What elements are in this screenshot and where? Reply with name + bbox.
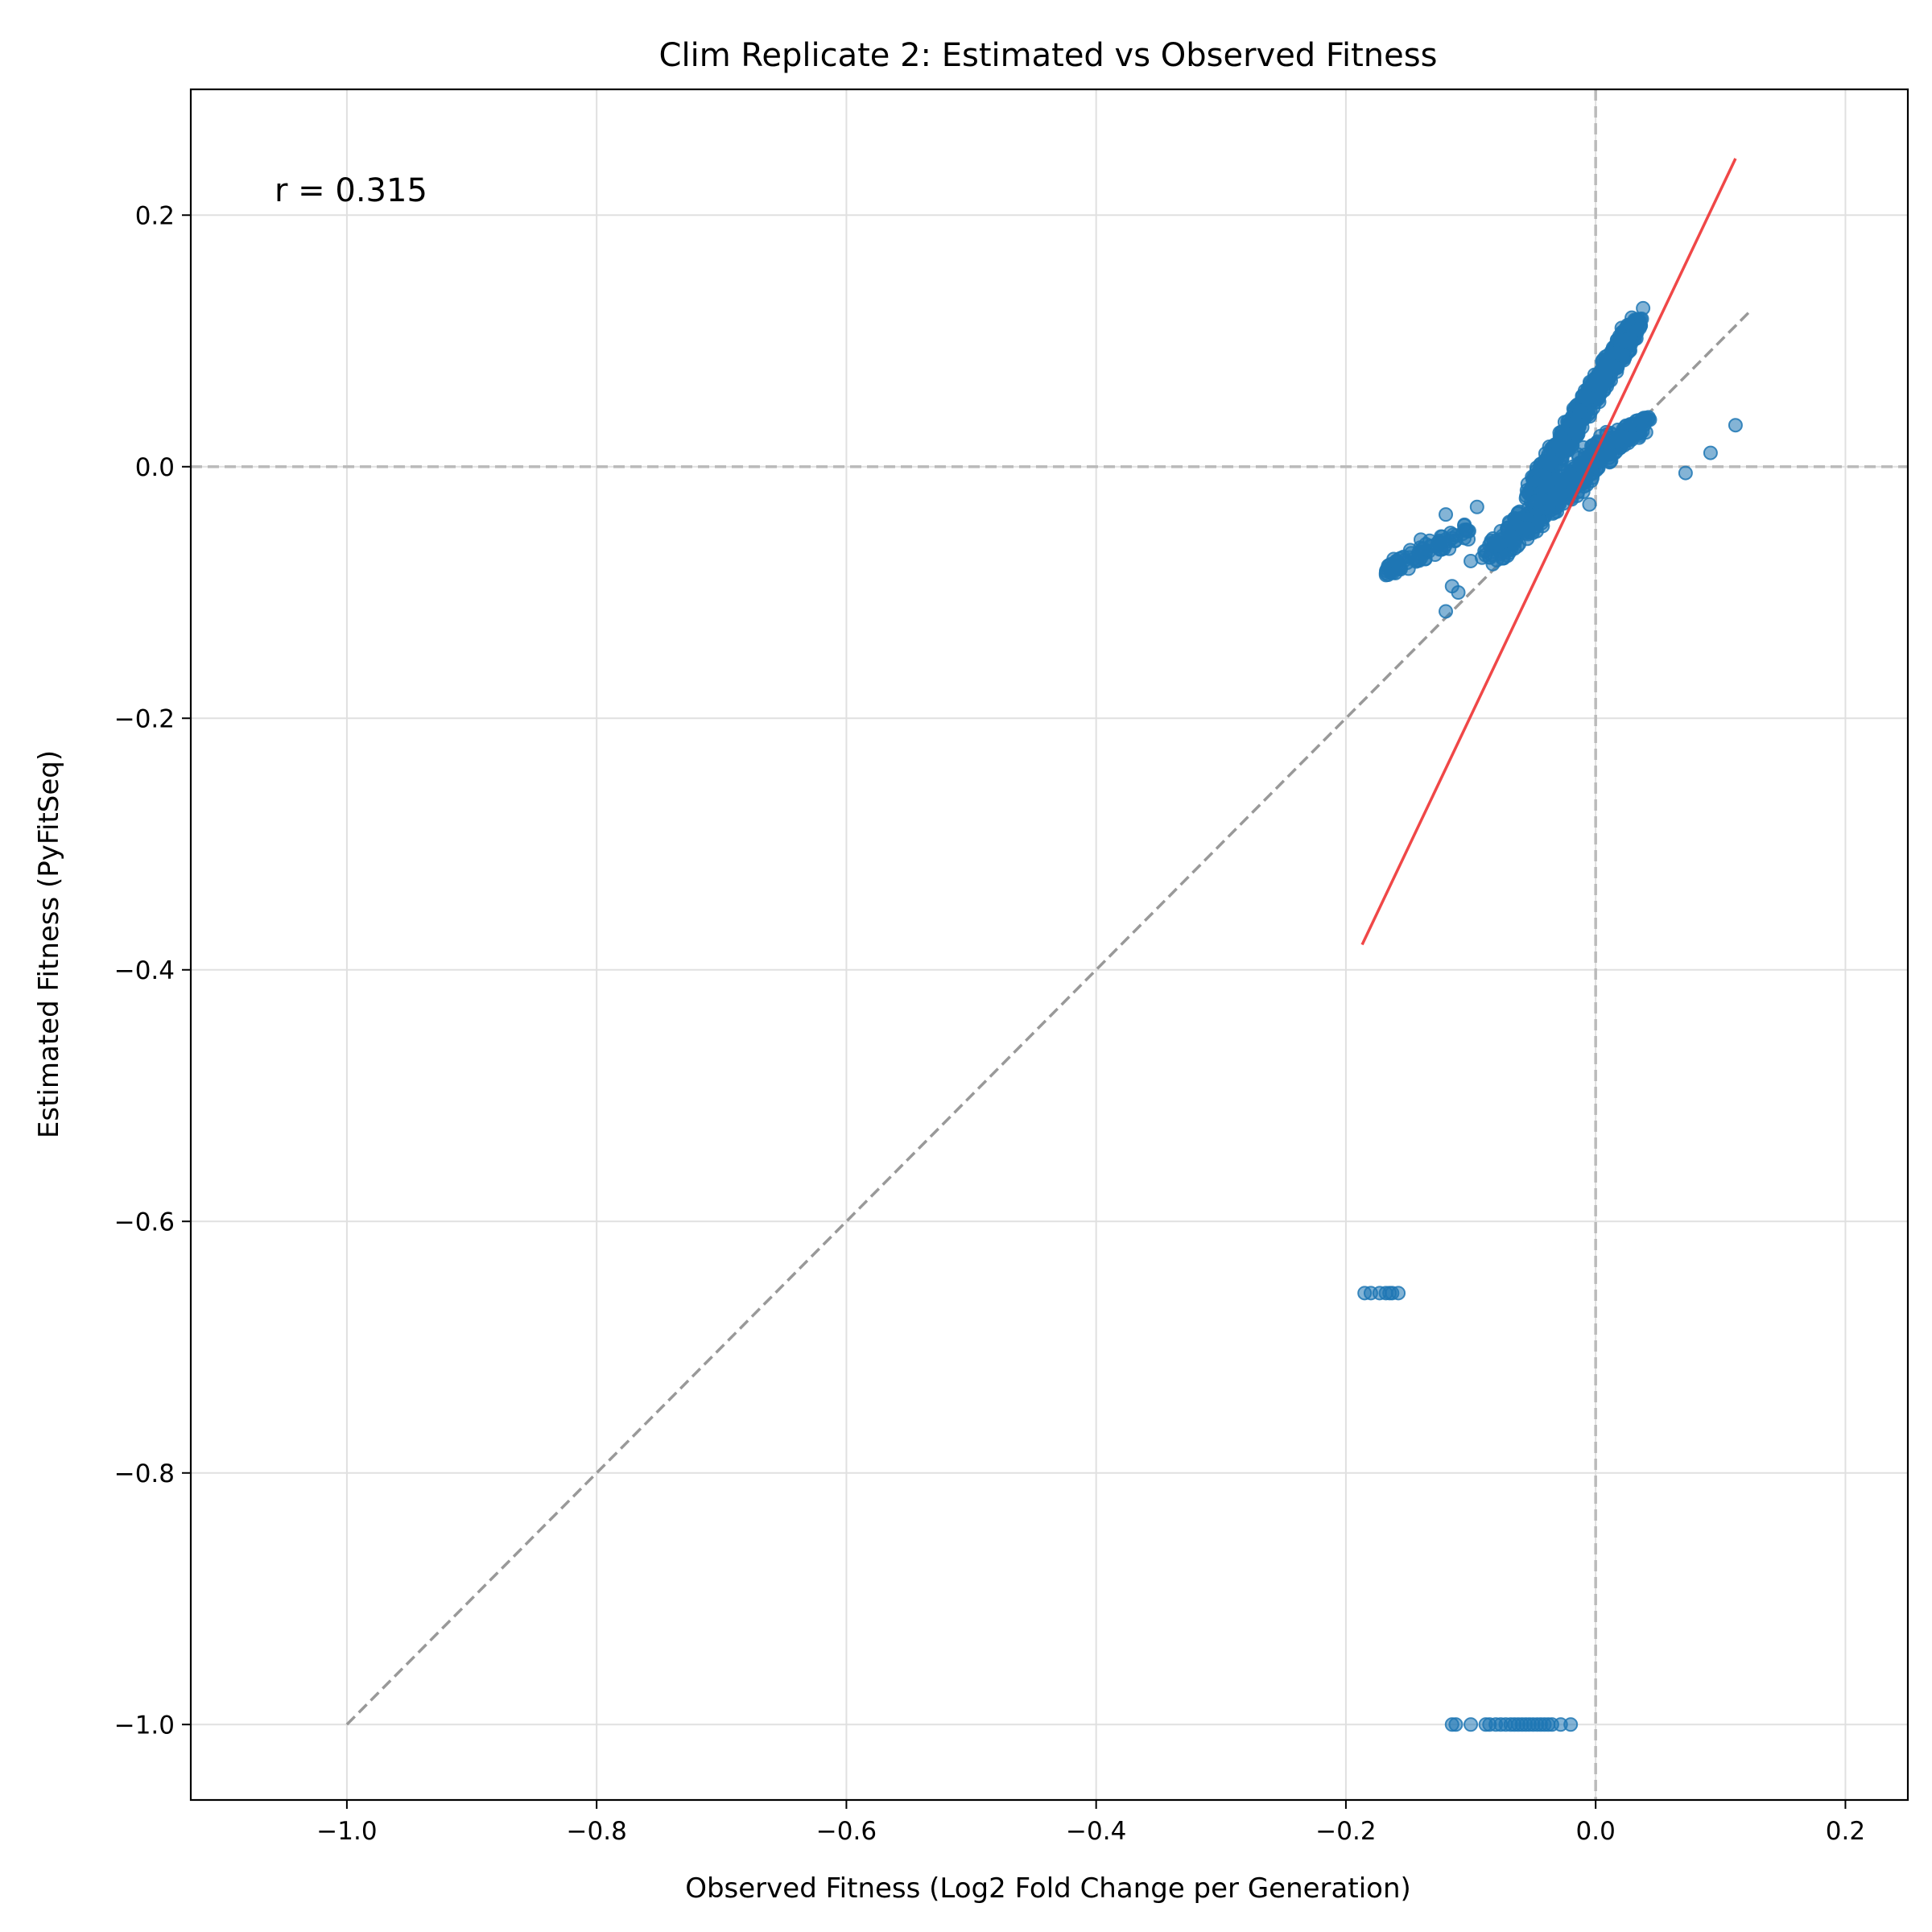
cluster-point [1460, 524, 1476, 539]
y-tick-label: 0.0 [135, 453, 175, 482]
data-point [1728, 418, 1743, 433]
data-point [1448, 1717, 1463, 1732]
cluster-point [1551, 439, 1567, 454]
y-tick-label: −1.0 [114, 1711, 175, 1740]
regression-fit-line [1360, 158, 1737, 946]
cluster-point [1563, 467, 1578, 482]
cluster-point [1547, 486, 1563, 502]
data-point [1382, 1286, 1397, 1301]
cluster-point [1597, 356, 1612, 371]
data-point [1678, 465, 1693, 481]
cluster-point [1616, 333, 1632, 349]
cluster-point [1590, 390, 1605, 405]
fit-line-layer [1360, 158, 1737, 946]
cluster-point [1634, 416, 1649, 431]
plot-frame [189, 88, 1909, 1802]
cluster-point [1541, 447, 1556, 462]
cluster-point [1528, 494, 1543, 510]
data-point [1636, 300, 1651, 316]
cluster-point [1391, 560, 1406, 576]
x-tick-label: −0.8 [567, 1817, 627, 1846]
chart-title: Clim Replicate 2: Estimated vs Observed … [659, 37, 1438, 74]
data-point [1463, 1717, 1479, 1732]
cluster-point [1615, 348, 1630, 363]
y-tick-label: −0.4 [114, 956, 175, 985]
x-tick-label: −0.6 [816, 1817, 877, 1846]
correlation-annotation: r = 0.315 [275, 172, 427, 209]
x-tick-label: −1.0 [316, 1817, 377, 1846]
data-point [1416, 541, 1431, 556]
cluster-point [1479, 543, 1494, 559]
cluster-point [1519, 521, 1534, 536]
x-tick-label: −0.4 [1066, 1817, 1126, 1846]
cluster-point [1620, 429, 1636, 444]
cluster-point [1577, 391, 1592, 407]
data-point [1703, 445, 1718, 460]
cluster-point [1577, 447, 1592, 462]
data-point [1563, 1717, 1579, 1732]
data-point [1463, 553, 1479, 568]
y-tick-label: −0.8 [114, 1459, 175, 1488]
cluster-point [1629, 322, 1645, 337]
cluster-point [1489, 552, 1505, 568]
x-tick-label: 0.2 [1826, 1817, 1865, 1846]
data-point [1469, 499, 1484, 514]
cluster-point [1572, 403, 1587, 419]
data-points [1357, 300, 1743, 1732]
cluster-point [1427, 547, 1443, 563]
cluster-point [1569, 426, 1584, 441]
cluster-point [1501, 523, 1516, 539]
y-tick-label: 0.2 [135, 201, 175, 230]
data-point [1507, 541, 1522, 556]
cluster-point [1531, 513, 1546, 528]
data-point [1582, 497, 1597, 512]
x-tick-label: 0.0 [1576, 1817, 1616, 1846]
axis-ticks: −1.0 −0.8 −0.6 −0.4 −0.2 0.0 0.2 0.2 0.0 −0.2 −0.4… [114, 201, 1865, 1846]
y-tick-label: −0.6 [114, 1208, 175, 1236]
x-tick-label: −0.2 [1315, 1817, 1376, 1846]
x-axis-label: Observed Fitness (Log2 Fold Change per G… [685, 1872, 1411, 1905]
y-axis-label: Estimated Fitness (PyFitSeq) [33, 750, 65, 1138]
data-point [1439, 507, 1454, 522]
cluster-point [1583, 377, 1599, 392]
data-point [1444, 579, 1459, 594]
y-tick-label: −0.2 [114, 704, 175, 733]
data-point [1439, 604, 1454, 619]
cluster-point [1442, 533, 1457, 548]
cluster-point [1507, 510, 1522, 526]
